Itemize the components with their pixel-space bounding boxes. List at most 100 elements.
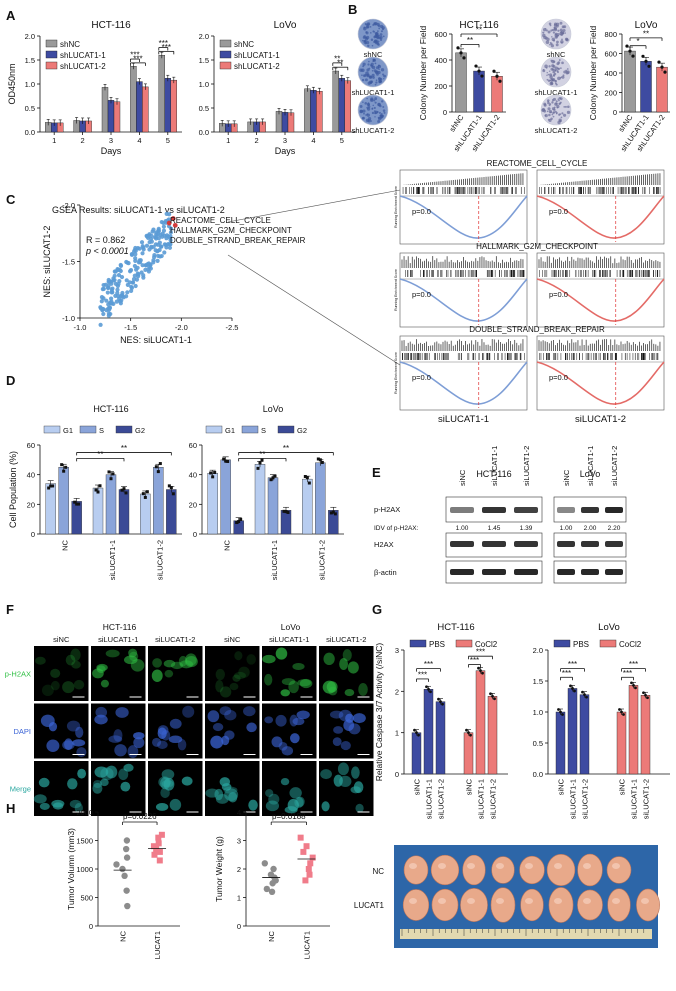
chart-title: GSEA Results: siLUCAT1-1 vs siLUCAT1-2 xyxy=(52,205,225,215)
fluorescence-image xyxy=(148,761,203,816)
data-point xyxy=(75,502,79,506)
tumor xyxy=(490,887,516,923)
data-point xyxy=(559,710,562,714)
nucleus xyxy=(352,713,366,724)
data-point xyxy=(271,476,275,480)
nucleus xyxy=(344,689,355,697)
colony xyxy=(554,22,558,26)
legend-swatch xyxy=(205,425,223,434)
idv-label: IDV of p-H2AX: xyxy=(374,525,419,532)
colony xyxy=(557,61,561,64)
colony xyxy=(546,78,549,81)
tumor xyxy=(577,889,603,921)
y-tick-label: 0.5 xyxy=(533,739,543,748)
data-point xyxy=(268,888,276,895)
panel-letter-f: F xyxy=(6,602,14,617)
colony xyxy=(371,70,374,72)
data-point xyxy=(109,477,113,481)
data-point xyxy=(286,510,290,514)
colony xyxy=(383,111,386,114)
lane-label: siLUCAT1-1 xyxy=(586,446,595,486)
data-point xyxy=(557,708,560,711)
bar xyxy=(316,90,323,133)
colony xyxy=(382,109,386,112)
colony xyxy=(378,79,382,84)
gene-set-point xyxy=(115,287,120,292)
highlight-label: DOUBLE_STRAND_BREAK_REPAIR xyxy=(170,236,306,245)
blot-band xyxy=(557,569,575,575)
tumor-highlight xyxy=(467,863,475,869)
data-point xyxy=(477,666,480,670)
data-point xyxy=(631,54,635,58)
data-point xyxy=(209,471,213,475)
photo-row-label: NC xyxy=(372,867,384,876)
gsea-pvalue: p=0.0 xyxy=(412,290,431,299)
gene-set-point xyxy=(130,280,135,285)
panel-letter-g: G xyxy=(372,602,382,617)
data-point xyxy=(156,470,160,474)
x-tick-label: siLUCAT1-2 xyxy=(155,540,164,580)
colony xyxy=(365,31,369,35)
nucleus xyxy=(265,800,280,812)
tumor-highlight xyxy=(525,898,533,904)
nucleus xyxy=(94,766,109,778)
nucleus xyxy=(185,653,197,666)
colony xyxy=(365,35,370,40)
colony xyxy=(544,64,548,69)
colony xyxy=(567,105,570,109)
colony xyxy=(372,104,375,107)
colony xyxy=(364,78,368,82)
colony xyxy=(374,116,376,118)
y-tick-label: 1500 xyxy=(76,837,93,846)
tumor xyxy=(636,888,660,922)
nucleus xyxy=(238,666,250,678)
colony xyxy=(551,64,555,68)
nucleus xyxy=(290,733,300,744)
colony xyxy=(542,69,546,73)
nucleus xyxy=(342,649,352,662)
nucleus xyxy=(339,657,349,671)
fluorescence-image xyxy=(34,703,89,759)
colony xyxy=(548,113,551,117)
colony xyxy=(546,72,548,74)
nucleus xyxy=(205,788,219,798)
data-point xyxy=(123,854,131,861)
colony xyxy=(364,42,367,45)
y-tick-label: 2.0 xyxy=(533,646,543,655)
data-point xyxy=(158,462,162,466)
legend-swatch xyxy=(219,50,232,59)
y-tick-label: 2.0 xyxy=(199,32,209,41)
legend-label: CoCl2 xyxy=(619,640,642,649)
colony xyxy=(378,111,381,114)
blot-band xyxy=(581,541,599,547)
nucleus xyxy=(333,774,343,787)
data-point xyxy=(297,834,304,841)
nucleus xyxy=(337,762,349,776)
gene-set-point xyxy=(121,295,126,300)
sig-marker: ** xyxy=(97,450,103,459)
bar xyxy=(71,501,82,535)
idv-value: 1.45 xyxy=(488,525,501,532)
lane-label: siLUCAT1-2 xyxy=(610,446,619,486)
nucleus xyxy=(351,766,360,779)
tumor-highlight xyxy=(583,898,591,904)
blot-frame xyxy=(553,532,627,558)
colony-dish-image xyxy=(540,94,572,126)
colony-dish-image xyxy=(357,94,389,126)
y-tick-label: 0 xyxy=(237,922,241,931)
column-label: siLUCAT1-1 xyxy=(98,635,138,644)
nucleus xyxy=(50,680,60,691)
nucleus xyxy=(221,783,232,791)
nucleus xyxy=(289,787,302,799)
nucleus xyxy=(169,718,182,729)
colony xyxy=(379,38,383,42)
bar xyxy=(142,86,149,133)
nucleus xyxy=(178,655,188,667)
fluorescence-image xyxy=(205,646,260,701)
chart-title: LoVo xyxy=(635,20,658,31)
highlighted-point xyxy=(170,216,176,221)
bar xyxy=(338,78,345,133)
x-tick-label: -2.0 xyxy=(175,323,188,332)
gene-set-point xyxy=(145,262,150,267)
nucleus xyxy=(333,726,344,734)
